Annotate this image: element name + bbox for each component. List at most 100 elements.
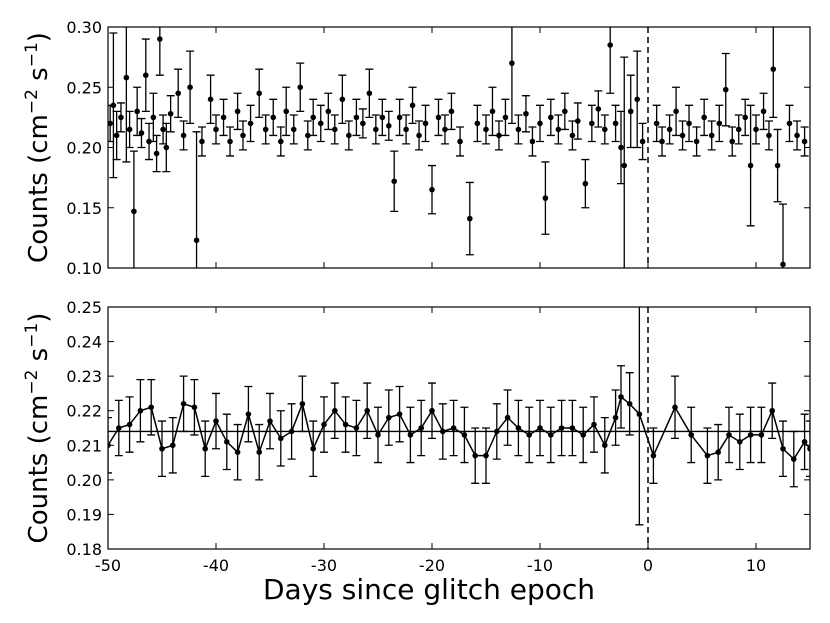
data-point xyxy=(353,114,360,121)
data-point xyxy=(126,126,133,133)
y-tick-label: 0.21 xyxy=(66,436,102,455)
data-point xyxy=(618,394,624,400)
data-point xyxy=(502,114,509,121)
data-point xyxy=(618,144,624,151)
data-point xyxy=(602,442,608,449)
x-tick-label: 10 xyxy=(746,556,766,575)
x-axis-label: Days since glitch epoch xyxy=(263,573,595,606)
data-point xyxy=(202,445,208,452)
data-point xyxy=(429,407,435,414)
data-point xyxy=(659,138,665,145)
data-point xyxy=(199,138,205,145)
panel: 0.18 0.19 0.20 0.21 0.22 0.23 0.24 0.25 -50 -40 -3… xyxy=(22,298,811,606)
data-point xyxy=(159,445,165,452)
data-point xyxy=(416,132,422,139)
data-point xyxy=(153,150,160,157)
data-point xyxy=(442,126,448,133)
data-point xyxy=(461,432,468,438)
data-point xyxy=(679,132,686,139)
data-point xyxy=(407,432,414,438)
data-point xyxy=(366,90,373,97)
data-point xyxy=(224,439,230,445)
data-point xyxy=(403,126,409,133)
data-point xyxy=(747,432,754,438)
data-point xyxy=(722,86,729,93)
x-tick-label: 0 xyxy=(643,556,653,575)
data-point xyxy=(170,442,176,449)
data-point xyxy=(297,84,304,91)
data-point xyxy=(612,414,619,421)
data-point xyxy=(283,108,290,115)
data-point xyxy=(191,404,198,411)
data-point xyxy=(108,120,113,127)
y-axis-label: Counts (cm−2 s−1) xyxy=(22,32,54,263)
y-tick-label: 0.23 xyxy=(66,367,102,386)
data-point xyxy=(742,114,748,121)
data-point xyxy=(310,445,317,452)
data-point xyxy=(791,456,797,462)
y-axis-label-part: s xyxy=(24,348,54,370)
data-point xyxy=(247,120,254,127)
data-point xyxy=(474,120,481,127)
data-point xyxy=(639,138,646,145)
data-point xyxy=(537,425,543,431)
data-point xyxy=(435,114,442,121)
x-tick-label: -20 xyxy=(419,556,445,575)
data-point xyxy=(526,432,532,438)
data-point xyxy=(213,418,219,424)
data-point xyxy=(537,120,543,127)
data-point xyxy=(418,425,425,431)
data-point xyxy=(234,449,241,456)
data-point xyxy=(523,110,529,117)
data-point xyxy=(612,120,619,127)
data-point xyxy=(346,132,352,139)
data-point xyxy=(621,162,628,169)
data-point xyxy=(542,195,549,201)
data-point xyxy=(240,132,246,139)
data-point xyxy=(290,126,297,133)
data-point xyxy=(256,90,263,97)
data-point xyxy=(653,120,660,127)
data-point xyxy=(137,407,144,414)
y-tick-label: 0.20 xyxy=(66,471,102,490)
y-axis-label-part: ) xyxy=(24,32,54,42)
data-point xyxy=(256,449,263,456)
x-tick-label: -40 xyxy=(203,556,229,575)
panel: 0.10 0.15 0.20 0.25 0.30 Counts (cm−2 s−1) xyxy=(22,18,811,278)
data-point xyxy=(353,425,360,431)
data-point xyxy=(634,96,640,103)
data-point xyxy=(715,449,721,456)
y-tick-label: 0.25 xyxy=(66,298,102,317)
data-point xyxy=(726,432,732,438)
data-point xyxy=(688,432,694,438)
data-point xyxy=(483,126,489,133)
data-point xyxy=(213,126,219,133)
data-point xyxy=(602,126,608,133)
data-point xyxy=(391,178,398,185)
x-tick-label: -10 xyxy=(527,556,553,575)
data-point xyxy=(801,439,808,445)
data-point xyxy=(396,114,403,121)
data-point xyxy=(472,452,479,459)
data-point xyxy=(807,445,810,452)
y-tick-label: 0.30 xyxy=(66,18,102,37)
data-point xyxy=(673,108,679,115)
data-point xyxy=(110,102,117,109)
data-point xyxy=(569,132,576,139)
data-point xyxy=(148,404,154,411)
y-tick-label: 0.15 xyxy=(66,199,102,218)
y-axis-label-part: −1 xyxy=(22,323,42,348)
data-point xyxy=(515,126,522,133)
data-point xyxy=(774,162,781,169)
axes-frame xyxy=(107,306,811,550)
data-point xyxy=(409,102,416,109)
data-point xyxy=(364,407,371,414)
data-point xyxy=(379,114,386,121)
y-tick-label: 0.10 xyxy=(66,259,102,278)
data-point xyxy=(116,425,122,431)
data-point xyxy=(325,108,332,115)
data-point xyxy=(123,74,130,81)
y-tick-label: 0.22 xyxy=(66,402,102,421)
data-point xyxy=(509,60,515,66)
